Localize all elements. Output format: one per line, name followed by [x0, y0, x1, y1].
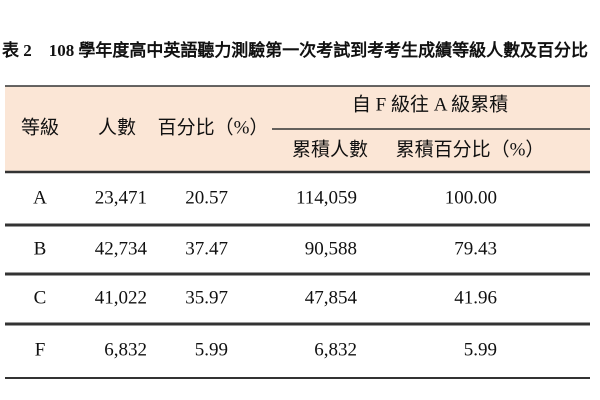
number-cell: 6,832 [104, 339, 147, 360]
number-cell: 6,832 [314, 339, 357, 360]
table-body: A 23,471 20.57 114,059 100.00 B 42,734 37.47 90,… [33, 187, 497, 360]
number-cell: 35.97 [185, 287, 228, 308]
header-cell: 百分比（%） [158, 116, 269, 138]
number-cell: 42,734 [95, 238, 148, 259]
number-cell: 5.99 [464, 339, 497, 360]
subheader-cell: 累積百分比（%） [396, 138, 545, 160]
number-cell: 90,588 [305, 238, 357, 259]
number-cell: 114,059 [296, 187, 357, 208]
header-cell: 人數 [98, 116, 136, 138]
table-title: 表 2 108 學年度高中英語聽力測驗第一次考試到考考生成績等級人數及百分比 [2, 40, 588, 60]
grade-cell: C [34, 287, 47, 308]
grade-cell: F [35, 339, 46, 360]
subheader-cell: 累積人數 [292, 138, 368, 160]
number-cell: 41.96 [454, 287, 497, 308]
number-cell: 5.99 [195, 339, 228, 360]
header-cell: 等級 [21, 116, 59, 138]
number-cell: 23,471 [95, 187, 147, 208]
number-cell: 37.47 [185, 238, 228, 259]
number-cell: 20.57 [185, 187, 228, 208]
number-cell: 41,022 [95, 287, 147, 308]
header-cell: 自 F 級往 A 級累積 [352, 93, 508, 115]
number-cell: 47,854 [305, 287, 358, 308]
number-cell: 100.00 [445, 187, 497, 208]
grade-cell: A [33, 187, 47, 208]
number-cell: 79.43 [454, 238, 497, 259]
grade-cell: B [34, 238, 47, 259]
